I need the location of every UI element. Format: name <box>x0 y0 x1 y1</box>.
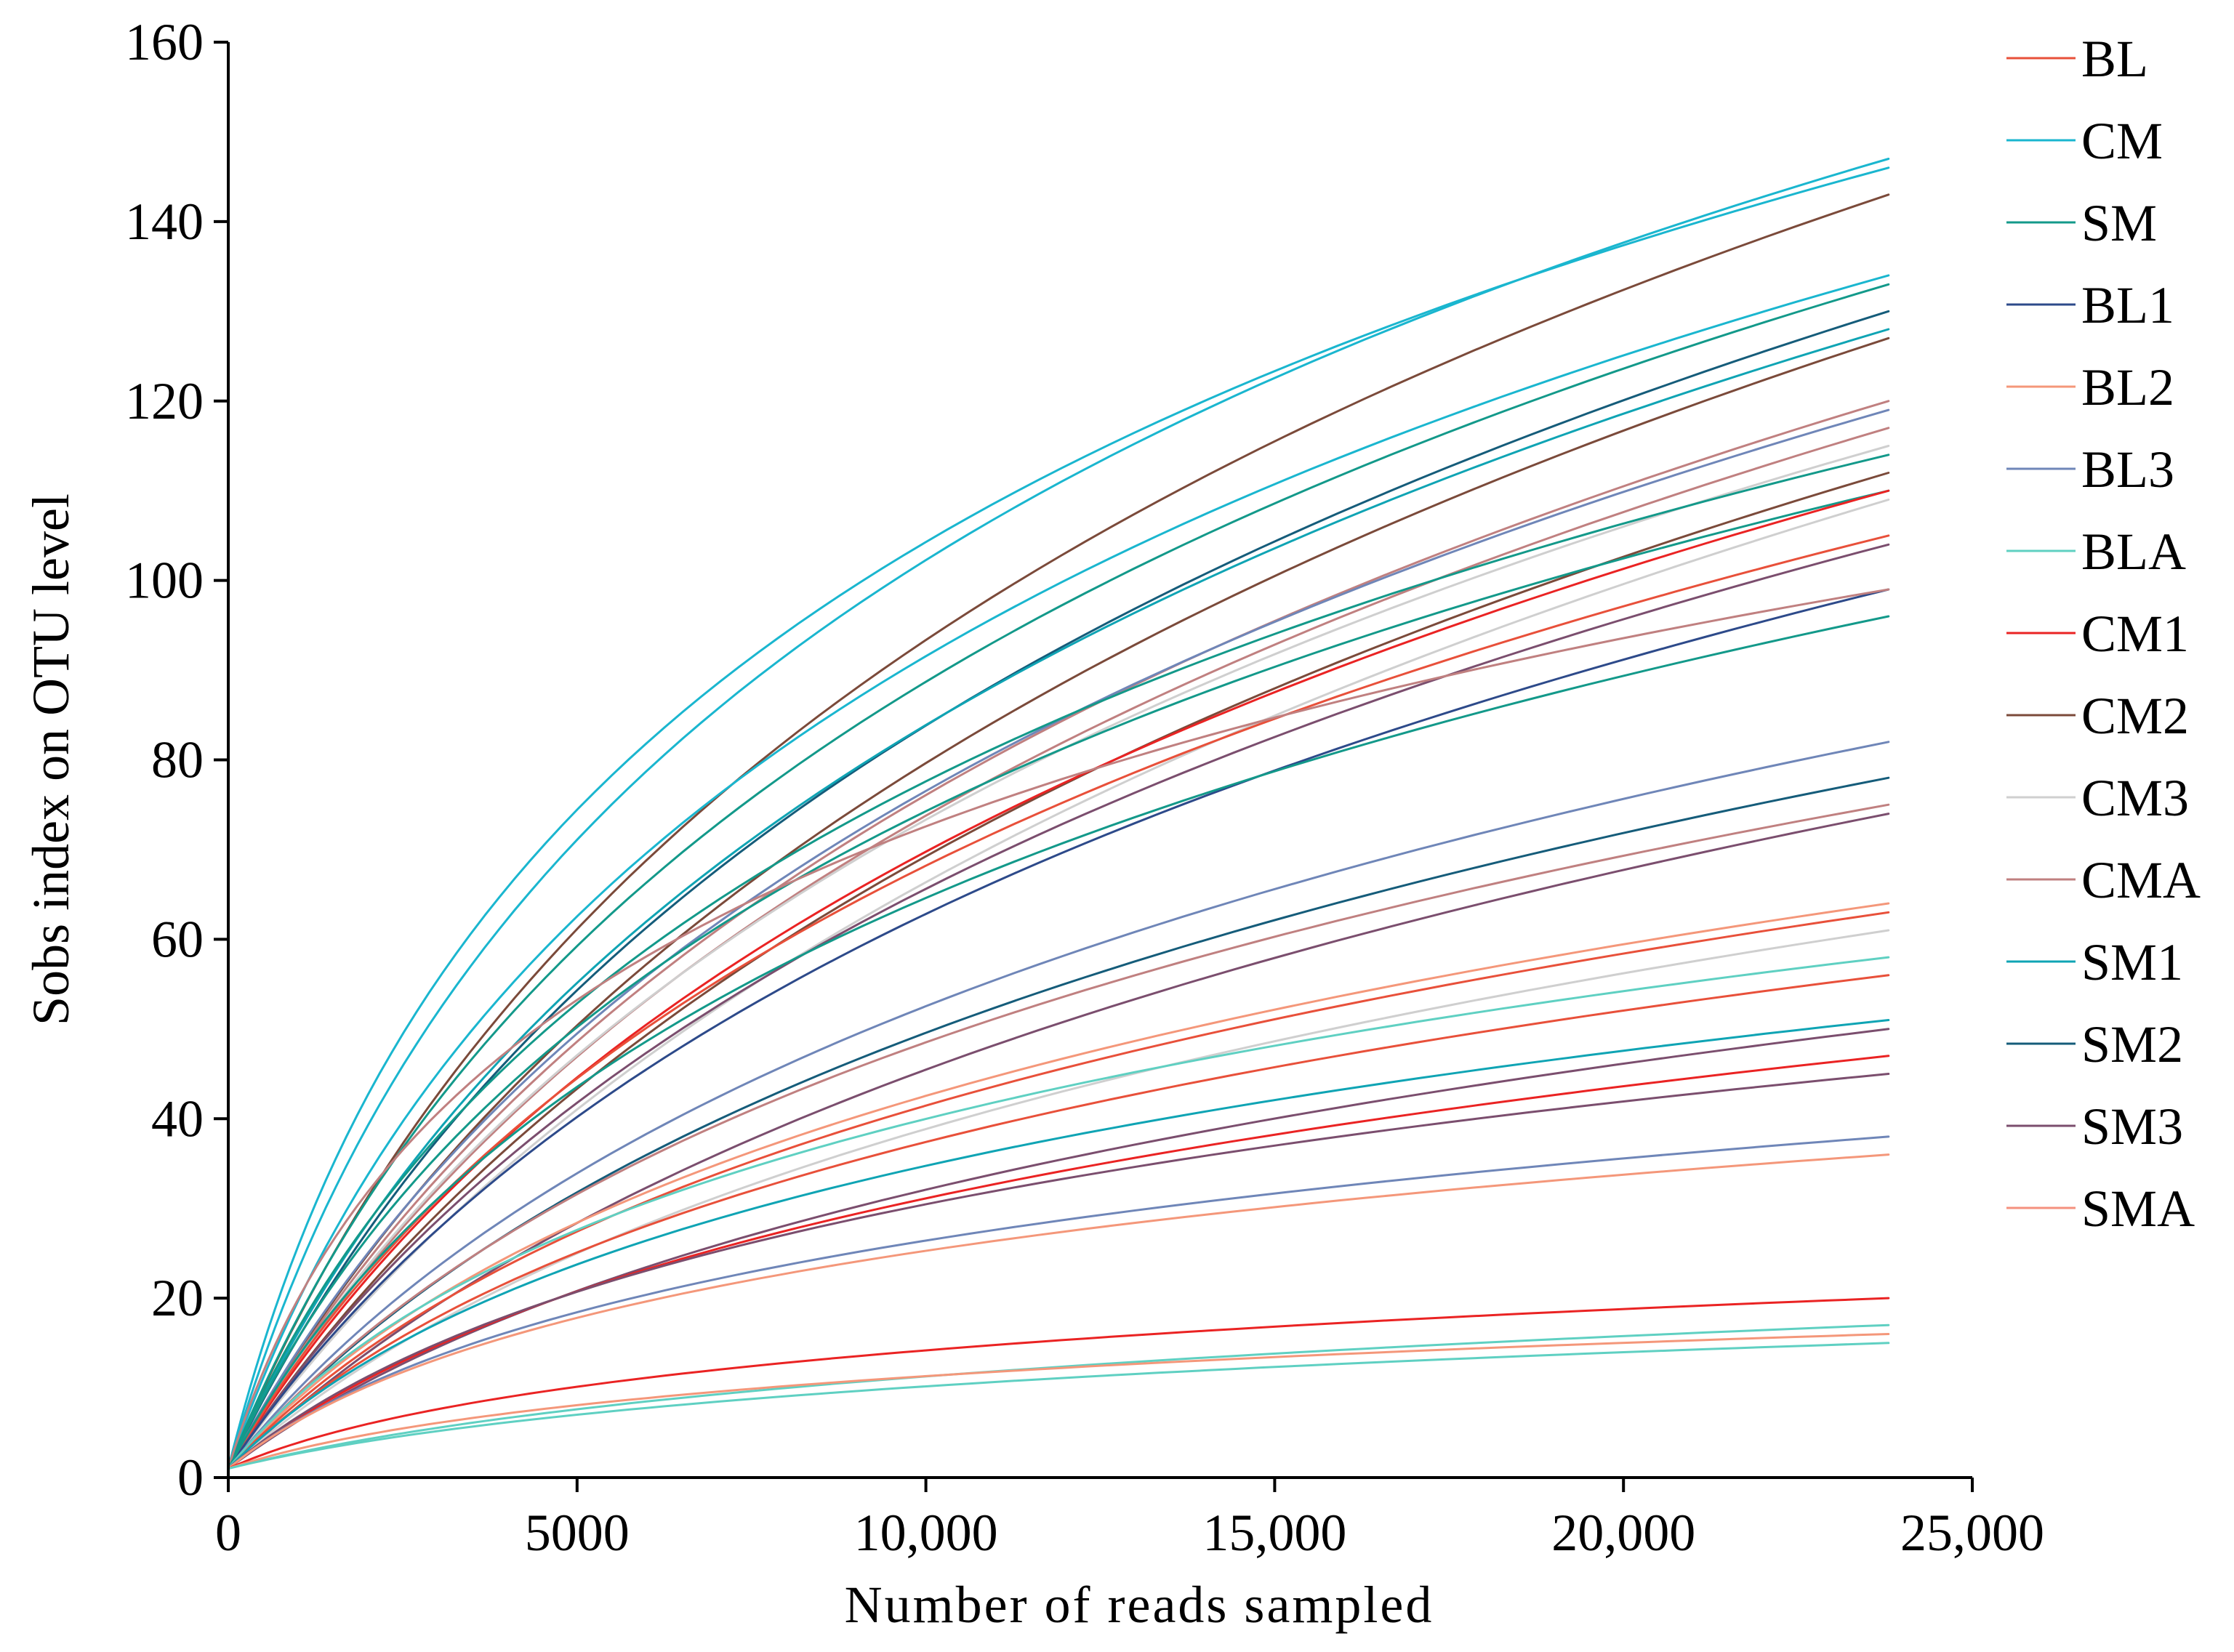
legend-label: BLA <box>2081 523 2186 581</box>
rarefaction-curve <box>227 956 1890 1470</box>
y-tick-label: 0 <box>177 1448 204 1507</box>
rarefaction-curve <box>227 337 1890 1470</box>
legend-label: CMA <box>2081 851 2201 909</box>
rarefaction-curve <box>227 1073 1890 1470</box>
legend-label: SM2 <box>2081 1015 2183 1073</box>
legend-label: SM3 <box>2081 1097 2183 1156</box>
legend-label: SMA <box>2081 1180 2195 1238</box>
x-tick-label: 15,000 <box>1202 1504 1346 1562</box>
x-tick-label: 25,000 <box>1900 1504 2044 1562</box>
legend-label: BL1 <box>2081 276 2174 334</box>
rarefaction-curve <box>227 902 1890 1470</box>
rarefaction-curve <box>227 489 1890 1470</box>
rarefaction-curve <box>227 193 1890 1470</box>
legend-label: CM2 <box>2081 687 2189 745</box>
legend-label: BL3 <box>2081 440 2174 499</box>
y-tick-label: 40 <box>151 1089 204 1148</box>
rarefaction-curve <box>227 158 1890 1470</box>
x-axis-title: Number of reads sampled <box>845 1576 1434 1634</box>
x-tick-label: 10,000 <box>854 1504 998 1562</box>
rarefaction-curve <box>227 310 1890 1470</box>
rarefaction-curve <box>227 741 1890 1470</box>
rarefaction-curve <box>227 454 1890 1470</box>
rarefaction-curve <box>227 803 1890 1470</box>
x-axis-ticks: 0 5000 10,000 15,000 20,000 25,000 <box>215 1478 2044 1562</box>
rarefaction-curve <box>227 776 1890 1470</box>
legend-label: CM <box>2081 112 2163 170</box>
x-tick-label: 5000 <box>525 1504 630 1562</box>
y-tick-label: 60 <box>151 910 204 968</box>
y-tick-label: 140 <box>125 193 204 251</box>
legend-label: BL <box>2081 30 2148 88</box>
y-tick-label: 120 <box>125 372 204 430</box>
rarefaction-curve <box>227 1342 1890 1470</box>
y-tick-label: 100 <box>125 552 204 610</box>
rarefaction-curve <box>227 274 1890 1470</box>
x-tick-label: 0 <box>215 1504 241 1562</box>
legend-label: BL2 <box>2081 358 2174 416</box>
rarefaction-curve <box>227 1333 1890 1470</box>
y-axis-ticks: 0 20 40 60 80 100 120 140 160 <box>125 13 228 1507</box>
y-axis-title: Sobs index on OTU level <box>22 493 80 1026</box>
y-tick-label: 20 <box>151 1269 204 1327</box>
rarefaction-curve <box>227 1153 1890 1470</box>
rarefaction-curve <box>227 328 1890 1470</box>
legend-label: SM1 <box>2081 933 2183 991</box>
legend-label: SM <box>2081 194 2157 252</box>
rarefaction-curve <box>227 813 1890 1470</box>
rarefaction-curve <box>227 1297 1890 1470</box>
legend: BL CM SM BL1 BL2 BL3 BLA CM1 CM2 CM3 CMA SM1 SM2 SM3 S… <box>2006 30 2201 1238</box>
rarefaction-curve <box>227 974 1890 1470</box>
rarefaction-curve <box>227 1019 1890 1470</box>
y-tick-label: 80 <box>151 731 204 789</box>
x-tick-label: 20,000 <box>1551 1504 1695 1562</box>
rarefaction-curve <box>227 929 1890 1470</box>
rarefaction-curve <box>227 166 1890 1470</box>
rarefaction-curve <box>227 1323 1890 1470</box>
rarefaction-curve <box>227 499 1890 1470</box>
rarefaction-curve <box>227 588 1890 1470</box>
rarefaction-curve <box>227 489 1890 1470</box>
rarefaction-curve <box>227 615 1890 1470</box>
rarefaction-curve <box>227 1135 1890 1470</box>
rarefaction-curve <box>227 1055 1890 1470</box>
series-curves <box>227 158 1890 1470</box>
rarefaction-curve <box>227 534 1890 1470</box>
legend-label: CM3 <box>2081 769 2189 827</box>
rarefaction-curve <box>227 408 1890 1470</box>
legend-label: CM1 <box>2081 605 2189 663</box>
y-tick-label: 160 <box>125 13 204 71</box>
rarefaction-curve <box>227 283 1890 1470</box>
rarefaction-curve <box>227 588 1890 1470</box>
rarefaction-curve <box>227 911 1890 1470</box>
